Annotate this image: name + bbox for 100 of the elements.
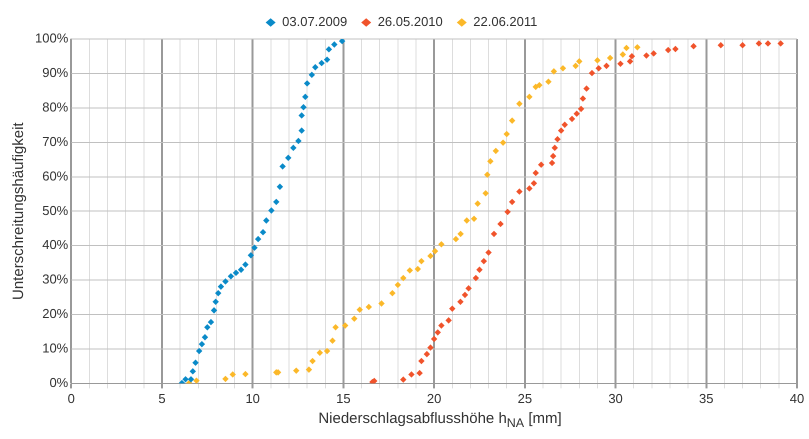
x-tick-label: 0 bbox=[68, 390, 75, 406]
point bbox=[764, 40, 772, 47]
point bbox=[530, 180, 538, 187]
point bbox=[222, 376, 229, 382]
point bbox=[298, 127, 305, 134]
point bbox=[552, 144, 558, 152]
point bbox=[212, 298, 219, 305]
point bbox=[516, 100, 523, 107]
point bbox=[650, 50, 657, 57]
point bbox=[452, 236, 460, 242]
point bbox=[623, 44, 630, 52]
point bbox=[242, 261, 249, 268]
point bbox=[508, 198, 516, 206]
point bbox=[739, 42, 746, 48]
point bbox=[338, 39, 346, 44]
point bbox=[366, 304, 372, 310]
point bbox=[504, 208, 511, 216]
y-tick-label: 30% bbox=[42, 272, 69, 287]
point bbox=[594, 57, 601, 64]
x-tick-label: 20 bbox=[426, 390, 442, 406]
point bbox=[500, 139, 506, 146]
point bbox=[484, 171, 490, 178]
point bbox=[588, 70, 596, 76]
point bbox=[238, 266, 244, 273]
point bbox=[628, 53, 636, 60]
point bbox=[427, 252, 434, 260]
point bbox=[230, 371, 236, 378]
point bbox=[672, 46, 679, 52]
point bbox=[276, 184, 284, 190]
point bbox=[196, 348, 202, 354]
point bbox=[232, 270, 240, 276]
point bbox=[342, 322, 348, 329]
point bbox=[606, 54, 614, 62]
point bbox=[560, 65, 566, 72]
point bbox=[480, 258, 488, 264]
point bbox=[306, 366, 312, 373]
point bbox=[300, 104, 307, 110]
point bbox=[526, 94, 533, 100]
point bbox=[324, 56, 330, 63]
point bbox=[318, 60, 325, 66]
point bbox=[332, 324, 339, 330]
point bbox=[182, 376, 189, 382]
point bbox=[312, 64, 318, 70]
point bbox=[434, 329, 441, 336]
point bbox=[316, 350, 324, 356]
point bbox=[487, 158, 494, 164]
point bbox=[462, 292, 468, 298]
point bbox=[208, 318, 214, 326]
y-axis-title: Unterschreitungshäufigkeit bbox=[10, 122, 28, 300]
point bbox=[290, 144, 297, 152]
point bbox=[603, 62, 610, 70]
point bbox=[532, 170, 539, 176]
point bbox=[580, 95, 586, 102]
point bbox=[408, 371, 415, 378]
point bbox=[457, 230, 464, 238]
y-tick-label: 90% bbox=[42, 65, 69, 80]
point bbox=[228, 273, 234, 280]
x-tick-label: 35 bbox=[699, 390, 714, 406]
point bbox=[576, 58, 582, 65]
point bbox=[548, 160, 556, 166]
point bbox=[389, 290, 396, 296]
point bbox=[268, 207, 275, 214]
point bbox=[329, 337, 336, 344]
point bbox=[432, 248, 438, 254]
x-tick-label: 10 bbox=[245, 390, 260, 406]
y-tick-label: 20% bbox=[42, 306, 69, 322]
point bbox=[198, 340, 206, 348]
x-tick-label: 30 bbox=[608, 390, 623, 406]
y-tick-label: 70% bbox=[42, 134, 69, 149]
point bbox=[424, 350, 430, 358]
point bbox=[690, 43, 697, 50]
point bbox=[550, 152, 556, 160]
point bbox=[438, 241, 445, 248]
point bbox=[378, 300, 385, 307]
point bbox=[538, 162, 544, 168]
point bbox=[485, 249, 492, 256]
x-axis-title: Niederschlagsabflusshöhe h$_{NA}$ [mm] bbox=[317, 410, 563, 430]
point bbox=[777, 40, 784, 47]
point bbox=[718, 42, 724, 48]
x-tick-label: 15 bbox=[336, 390, 351, 406]
y-tick-label: 80% bbox=[42, 99, 69, 114]
point bbox=[309, 358, 316, 364]
point bbox=[394, 282, 402, 288]
y-tick-label: 10% bbox=[42, 340, 69, 356]
point bbox=[293, 367, 300, 374]
point bbox=[295, 138, 302, 144]
point bbox=[568, 116, 576, 122]
point bbox=[279, 163, 286, 170]
point bbox=[504, 130, 510, 138]
point bbox=[756, 40, 762, 47]
point bbox=[190, 368, 196, 375]
point bbox=[472, 274, 480, 282]
point bbox=[508, 117, 516, 124]
x-tick-label: 5 bbox=[158, 390, 166, 406]
point bbox=[583, 85, 590, 92]
point bbox=[204, 324, 211, 330]
y-tick-label: 100% bbox=[35, 30, 69, 46]
point bbox=[558, 127, 564, 134]
point bbox=[222, 278, 229, 285]
point bbox=[574, 110, 580, 117]
